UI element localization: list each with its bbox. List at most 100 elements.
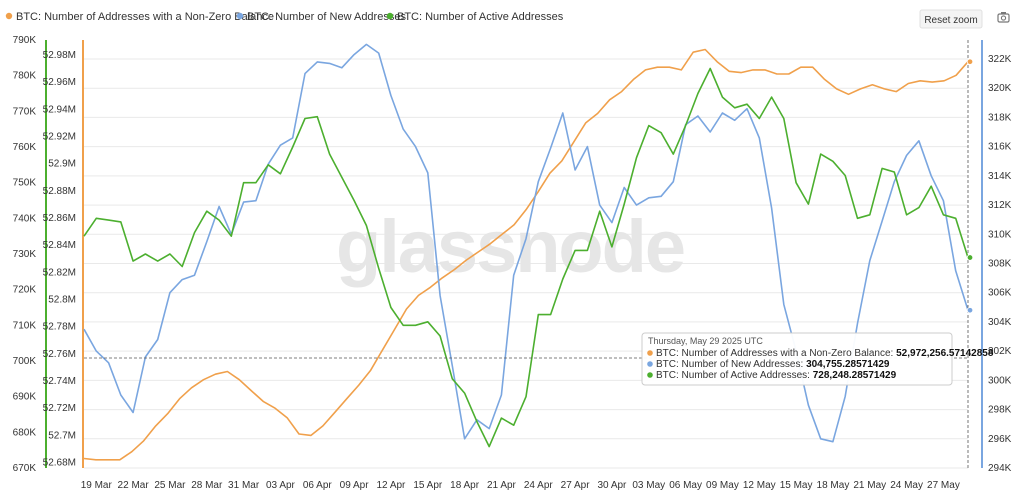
y-tick-left-inner: 52.74M [43,376,76,387]
legend-item-new-addresses[interactable]: BTC: Number of New Addresses [236,11,407,23]
tooltip-marker-non-zero-balance [647,350,653,356]
camera-icon[interactable] [997,12,1010,23]
y-tick-left-inner: 52.68M [43,458,76,469]
y-tick-left-inner: 52.7M [48,430,76,441]
series-lines [83,43,969,461]
y-tick-left-inner: 52.9M [48,159,76,170]
y-tick-left-outer: 730K [13,249,37,260]
y-tick-right: 302K [988,346,1012,357]
x-tick-label: 09 Apr [340,480,370,491]
tooltip-label-non-zero-balance: BTC: Number of Addresses with a Non-Zero… [656,348,896,359]
axes [45,40,983,468]
y-tick-left-inner: 52.88M [43,186,76,197]
endpoint-non-zero-balance [966,58,974,65]
tooltip-marker-new-addresses [647,361,653,367]
x-tick-label: 06 May [669,480,702,491]
y-tick-left-inner: 52.76M [43,349,76,360]
y-tick-left-inner: 52.94M [43,104,76,115]
y-tick-left-outer: 750K [13,178,37,189]
y-tick-left-inner: 52.78M [43,322,76,333]
x-tick-label: 21 May [853,480,886,491]
legend: BTC: Number of Addresses with a Non-Zero… [5,11,564,23]
x-tick-label: 06 Apr [303,480,333,491]
tooltip-value-new-addresses: 304,755.28571429 [806,359,890,370]
svg-text:BTC: Number of Addresses with: BTC: Number of Addresses with a Non-Zero… [656,348,994,359]
tooltip-label-new-addresses: BTC: Number of New Addresses: [656,359,806,370]
x-tick-label: 18 May [817,480,850,491]
watermark-logo: glassnode [336,205,684,288]
reset-zoom-label: Reset zoom [924,15,977,26]
y-tick-right: 320K [988,83,1012,94]
tooltip-value-non-zero-balance: 52,972,256.57142858 [896,348,994,359]
legend-item-non-zero-balance[interactable]: BTC: Number of Addresses with a Non-Zero… [5,11,274,23]
tooltip: Thursday, May 29 2025 UTC BTC: Number of… [641,332,994,386]
x-tick-label: 12 May [743,480,776,491]
y-tick-right: 294K [988,463,1012,474]
x-tick-label: 15 May [780,480,813,491]
y-tick-left-inner: 52.82M [43,267,76,278]
y-tick-left-inner: 52.96M [43,77,76,88]
x-axis-ticks: 19 Mar 22 Mar 25 Mar 28 Mar 31 Mar 03 Apr 06 A… [81,480,960,491]
y-axis-left-outer-ticks: 670K 680K 690K 700K 710K 720K 730K 740K 750K 760K… [13,35,37,474]
legend-marker-active-addresses [386,12,394,20]
y-tick-right: 316K [988,142,1012,153]
y-tick-left-inner: 52.8M [48,295,76,306]
legend-label-active-addresses: BTC: Number of Active Addresses [397,11,564,23]
x-tick-label: 22 Mar [118,480,150,491]
y-tick-right: 304K [988,317,1012,328]
tooltip-row-new-addresses: BTC: Number of New Addresses: 304,755.28… [647,359,890,370]
y-tick-right: 308K [988,258,1012,269]
x-tick-label: 15 Apr [413,480,443,491]
y-tick-left-inner: 52.92M [43,131,76,142]
legend-marker-new-addresses [236,12,244,20]
y-tick-left-outer: 720K [13,285,37,296]
legend-label-non-zero-balance: BTC: Number of Addresses with a Non-Zero… [16,11,274,23]
x-tick-label: 09 May [706,480,739,491]
y-tick-left-outer: 670K [13,463,37,474]
y-tick-right: 312K [988,200,1012,211]
x-tick-label: 03 Apr [266,480,296,491]
tooltip-row-active-addresses: BTC: Number of Active Addresses: 728,248… [647,370,897,381]
hover-endpoints [966,58,974,314]
y-tick-left-outer: 690K [13,392,37,403]
x-tick-label: 27 May [927,480,960,491]
legend-label-new-addresses: BTC: Number of New Addresses [247,11,406,23]
x-tick-label: 28 Mar [191,480,223,491]
x-tick-label: 27 Apr [561,480,591,491]
y-tick-left-outer: 700K [13,356,37,367]
legend-marker-non-zero-balance [5,12,13,20]
y-tick-right: 296K [988,434,1012,445]
y-tick-right: 318K [988,112,1012,123]
y-axis-right-ticks: 294K 296K 298K 300K 302K 304K 306K 308K 310K 312K… [988,54,1012,474]
tooltip-row-non-zero-balance: BTC: Number of Addresses with a Non-Zero… [647,348,994,359]
y-tick-left-inner: 52.84M [43,240,76,251]
y-tick-left-outer: 740K [13,213,37,224]
x-tick-label: 18 Apr [450,480,480,491]
tooltip-label-active-addresses: BTC: Number of Active Addresses: [656,370,813,381]
y-tick-left-outer: 680K [13,427,37,438]
y-tick-right: 298K [988,405,1012,416]
x-tick-label: 31 Mar [228,480,260,491]
y-tick-left-inner: 52.86M [43,213,76,224]
x-tick-label: 24 May [890,480,923,491]
x-tick-label: 03 May [632,480,665,491]
x-tick-label: 25 Mar [154,480,186,491]
y-tick-left-outer: 790K [13,35,37,46]
svg-text:BTC: Number of New Addresses:: BTC: Number of New Addresses: 304,755.28… [656,359,890,370]
tooltip-marker-active-addresses [647,372,653,378]
endpoint-active-addresses [966,254,974,261]
y-tick-left-inner: 52.72M [43,403,76,414]
x-tick-label: 21 Apr [487,480,517,491]
legend-item-active-addresses[interactable]: BTC: Number of Active Addresses [386,11,564,23]
y-tick-right: 300K [988,375,1012,386]
reset-zoom-button[interactable]: Reset zoom [919,9,983,29]
series-line-active-addresses [83,67,969,448]
y-tick-right: 322K [988,54,1012,65]
y-tick-right: 310K [988,229,1012,240]
y-tick-left-outer: 780K [13,71,37,82]
x-tick-label: 19 Mar [81,480,113,491]
tooltip-date: Thursday, May 29 2025 UTC [648,336,763,346]
svg-text:BTC: Number of Active Addresse: BTC: Number of Active Addresses: 728,248… [656,370,897,381]
x-tick-label: 12 Apr [376,480,406,491]
